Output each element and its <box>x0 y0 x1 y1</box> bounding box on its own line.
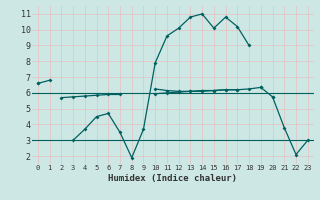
X-axis label: Humidex (Indice chaleur): Humidex (Indice chaleur) <box>108 174 237 183</box>
